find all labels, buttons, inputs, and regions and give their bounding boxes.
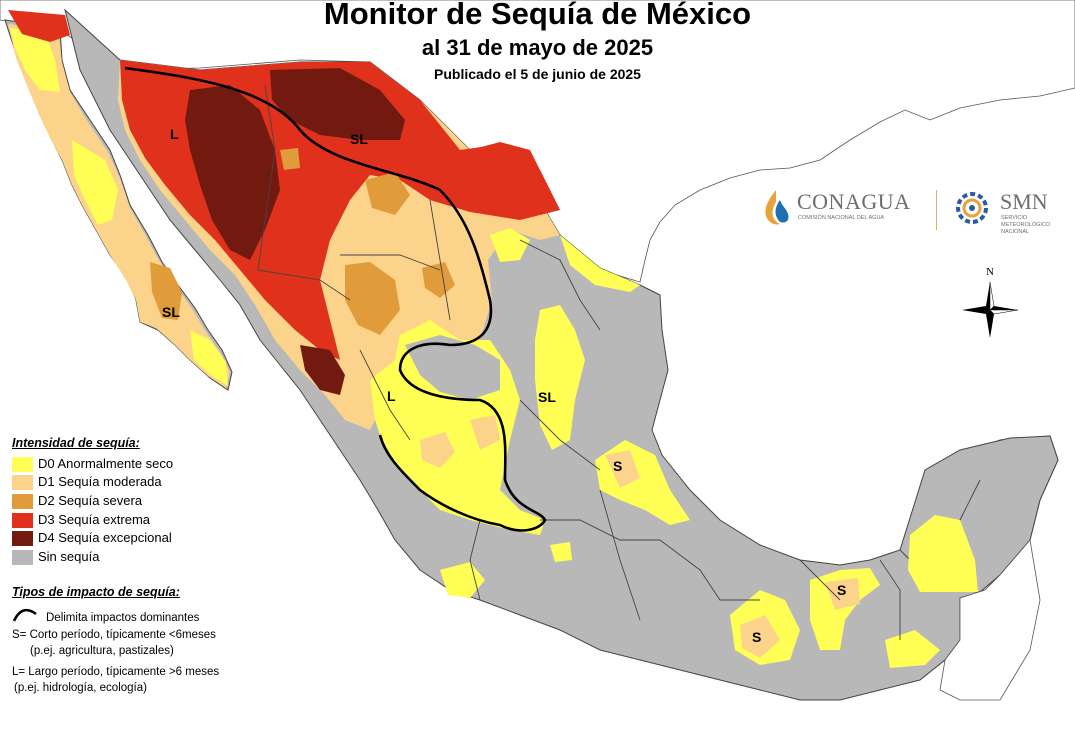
- conagua-logo-icon: [765, 190, 789, 225]
- north-d2-a: [345, 262, 400, 335]
- smn-subtitle-1: SERVICIO: [1001, 215, 1028, 221]
- us-land: [0, 0, 1075, 283]
- baja-d0-north: [10, 28, 60, 92]
- tamaulipas-d0: [560, 235, 640, 292]
- impact-short-line1: S= Corto período, típicamente <6meses: [12, 629, 216, 641]
- page-title: Monitor de Sequía de México: [323, 0, 752, 31]
- central-gray-core: [405, 335, 500, 400]
- legend-label-d1: D1 Sequía moderada: [38, 474, 162, 489]
- compass-north-label: N: [986, 266, 994, 278]
- north-d2-d: [280, 148, 300, 170]
- baja-d2-a: [150, 262, 182, 320]
- huasteca-d0: [535, 305, 585, 450]
- smn-name: SMN: [1000, 189, 1048, 214]
- smn-subtitle-3: NACIONAL: [1001, 229, 1030, 235]
- page-subtitle: al 31 de mayo de 2025: [421, 35, 654, 60]
- jalisco-d0: [440, 562, 485, 598]
- legend-label-d4: D4 Sequía excepcional: [38, 530, 172, 545]
- impact-legend: Tipos de impacto de sequía:: [12, 585, 180, 599]
- legend-swatch-d2: [12, 494, 33, 509]
- compass-rose-icon: [962, 281, 1019, 338]
- intensity-legend: Intensidad de sequía:: [12, 436, 140, 450]
- published-date: Publicado el 5 de junio de 2025: [434, 66, 641, 82]
- smn-logo-icon: [956, 192, 988, 224]
- legend-swatch-d4: [12, 531, 33, 546]
- baja-d3-north: [8, 10, 70, 42]
- chiapas-d0: [885, 630, 940, 668]
- central-d0: [370, 320, 545, 535]
- north-d4-west: [185, 85, 280, 260]
- impact-boundary-label: Delimita impactos dominantes: [46, 612, 200, 624]
- legend-heading: Intensidad de sequía:: [12, 436, 140, 450]
- impact-label-chihuahua: SL: [350, 131, 368, 147]
- legend-label-d2: D2 Sequía severa: [38, 493, 143, 508]
- guatemala-belize: [939, 539, 1041, 701]
- state-boundaries: [257, 84, 981, 640]
- tabasco-d1: [825, 578, 860, 610]
- smn-subtitle-2: METEOROLÓGICO: [1001, 222, 1051, 228]
- legend-label-d3: D3 Sequía extrema: [38, 512, 151, 527]
- impact-legend-heading: Tipos de impacto de sequía:: [12, 585, 180, 599]
- impact-label-queretaro: S: [613, 458, 623, 474]
- impact-long-line2: (p.ej. hidrología, ecología): [14, 682, 147, 694]
- sinaloa-d4: [300, 345, 345, 395]
- legend-label-none: Sin sequía: [38, 549, 100, 564]
- impact-label-huasteca: SL: [538, 389, 556, 405]
- conagua-subtitle: COMISIÓN NACIONAL DEL AGUA: [798, 215, 885, 221]
- impact-short-line2: (p.ej. agricultura, pastizales): [30, 645, 174, 657]
- impact-label-sonora: L: [170, 126, 179, 142]
- oaxaca-d1: [740, 615, 780, 658]
- legend-swatch-d1: [12, 475, 33, 490]
- central-d1-b: [470, 415, 500, 450]
- north-d4-east: [270, 68, 405, 140]
- legend-swatch-d3: [12, 513, 33, 528]
- north-d2-b: [365, 172, 410, 215]
- impact-label-baja: SL: [162, 304, 180, 320]
- impact-label-durango: L: [387, 388, 396, 404]
- queretaro-d1: [605, 450, 640, 488]
- conagua-name: CONAGUA: [797, 189, 911, 214]
- huasteca-d0-top: [490, 228, 530, 262]
- impact-label-oaxaca: S: [752, 629, 762, 645]
- impact-label-tabasco: S: [837, 582, 847, 598]
- legend-swatch-none: [12, 550, 33, 565]
- logo-divider: [936, 190, 937, 230]
- quintana-roo-d0: [908, 515, 978, 592]
- north-d2-c: [422, 262, 455, 298]
- colima-d0: [550, 542, 572, 562]
- impact-boundary-lines: [124, 66, 547, 532]
- boundary-line-icon: [12, 608, 37, 622]
- legend-label-d0: D0 Anormalmente seco: [38, 456, 174, 471]
- baja-d0-mid: [72, 140, 118, 225]
- central-d1-a: [420, 432, 455, 468]
- ne-d3: [470, 142, 560, 210]
- legend-swatch-d0: [12, 457, 33, 472]
- baja-d0-south: [190, 330, 228, 386]
- impact-long-line1: L= Largo período, típicamente >6 meses: [12, 666, 220, 678]
